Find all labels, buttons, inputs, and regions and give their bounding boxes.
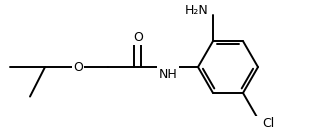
- Text: Cl: Cl: [262, 117, 274, 130]
- Text: NH: NH: [159, 68, 177, 81]
- Text: H₂N: H₂N: [185, 4, 209, 17]
- Text: O: O: [73, 61, 83, 74]
- Text: O: O: [133, 31, 143, 44]
